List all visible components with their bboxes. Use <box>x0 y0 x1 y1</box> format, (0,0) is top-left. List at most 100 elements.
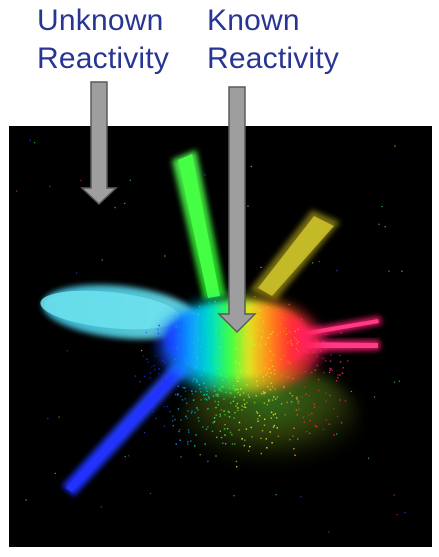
speckle-point <box>158 368 160 370</box>
noise-point <box>184 390 187 392</box>
speckle-point <box>266 372 269 374</box>
speckle-point <box>151 366 153 368</box>
speckle-point <box>225 391 227 394</box>
speckle-point <box>301 372 303 374</box>
scatter-speckles <box>134 300 349 468</box>
speckle-point <box>305 393 307 395</box>
speckle-point <box>214 390 216 392</box>
speckle-point <box>250 361 252 363</box>
speckle-point <box>157 328 159 331</box>
speckle-point <box>197 409 199 411</box>
speckle-point <box>266 403 268 406</box>
speckle-point <box>187 441 189 443</box>
speckle-point <box>264 418 266 420</box>
speckle-point <box>295 339 298 341</box>
blue-cluster <box>62 360 190 496</box>
speckle-point <box>184 358 186 360</box>
speckle-point <box>265 438 267 440</box>
speckle-point <box>257 309 259 311</box>
speckle-point <box>197 417 200 419</box>
speckle-point <box>224 443 227 445</box>
speckle-point <box>143 375 146 378</box>
speckle-point <box>172 425 174 427</box>
speckle-point <box>272 331 274 333</box>
speckle-point <box>295 348 297 350</box>
speckle-point <box>208 301 210 304</box>
speckle-point <box>329 360 332 362</box>
noise-point <box>378 223 380 225</box>
speckle-point <box>237 407 239 409</box>
speckle-point <box>231 434 233 436</box>
speckle-point <box>153 405 156 407</box>
speckle-point <box>267 386 269 388</box>
speckle-point <box>205 387 207 389</box>
speckle-point <box>234 337 236 339</box>
unknown-reactivity-label: Unknown Reactivity <box>37 2 169 78</box>
speckle-point <box>142 355 144 357</box>
noise-point <box>58 416 60 418</box>
speckle-point <box>237 391 239 394</box>
speckle-point <box>211 362 214 364</box>
speckle-point <box>274 398 277 400</box>
speckle-point <box>297 400 299 402</box>
speckle-point <box>273 373 276 375</box>
speckle-point <box>203 358 205 361</box>
speckle-point <box>208 396 210 398</box>
speckle-point <box>250 306 252 309</box>
speckle-point <box>223 428 226 430</box>
speckle-point <box>174 358 176 360</box>
speckle-point <box>280 358 282 360</box>
speckle-point <box>155 338 157 340</box>
speckle-point <box>223 398 225 400</box>
speckle-point <box>173 321 175 323</box>
speckle-point <box>265 374 267 376</box>
speckle-point <box>207 426 209 428</box>
speckle-point <box>200 374 203 376</box>
noise-point <box>384 226 386 228</box>
speckle-point <box>219 346 221 348</box>
speckle-point <box>215 329 217 332</box>
speckle-point <box>166 405 168 408</box>
speckle-point <box>218 372 220 374</box>
speckle-point <box>152 410 154 413</box>
speckle-point <box>220 374 223 377</box>
speckle-point <box>263 402 265 404</box>
speckle-point <box>175 393 177 396</box>
speckle-point <box>298 400 301 403</box>
speckle-point <box>309 432 311 434</box>
speckle-point <box>263 424 266 426</box>
speckle-point <box>222 379 224 381</box>
speckle-point <box>207 346 209 348</box>
noise-point <box>374 396 376 398</box>
speckle-point <box>260 452 262 455</box>
noise-point <box>275 494 277 496</box>
speckle-point <box>227 383 229 385</box>
speckle-point <box>272 414 275 416</box>
speckle-point <box>217 401 220 403</box>
speckle-point <box>203 394 205 396</box>
speckle-point <box>201 342 203 344</box>
speckle-point <box>310 371 313 374</box>
speckle-point <box>157 332 160 335</box>
speckle-point <box>277 435 280 437</box>
speckle-point <box>226 376 228 378</box>
noise-point <box>16 190 18 192</box>
speckle-point <box>239 371 242 373</box>
speckle-point <box>301 396 303 398</box>
speckle-point <box>147 397 150 399</box>
speckle-point <box>216 393 219 396</box>
speckle-point <box>256 380 258 382</box>
noise-point <box>124 456 126 458</box>
speckle-point <box>190 358 192 360</box>
speckle-point <box>234 443 236 445</box>
speckle-point <box>158 324 160 327</box>
speckle-point <box>180 419 182 421</box>
speckle-point <box>219 413 221 415</box>
speckle-point <box>347 360 349 362</box>
speckle-point <box>239 394 241 396</box>
speckle-point <box>194 351 196 353</box>
speckle-point <box>244 439 246 441</box>
speckle-point <box>270 372 272 374</box>
speckle-point <box>194 366 197 369</box>
noise-point <box>388 270 390 272</box>
